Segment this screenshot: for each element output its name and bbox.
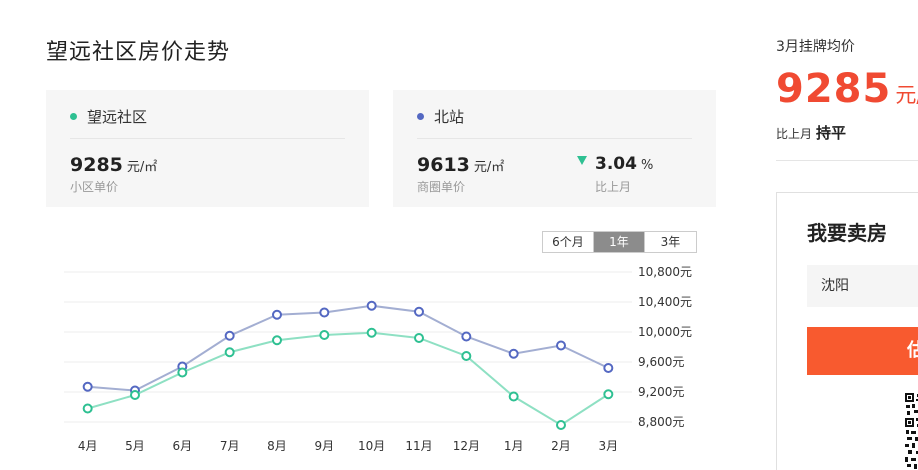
- district-change-unit: %: [640, 158, 654, 173]
- district-change-caption: 比上月: [595, 180, 632, 194]
- divider: [776, 160, 918, 161]
- city-select[interactable]: 沈阳: [807, 265, 918, 307]
- data-point: [82, 381, 93, 392]
- x-tick-label: 7月: [220, 439, 240, 453]
- series-line-0: [87, 304, 609, 392]
- data-point: [508, 391, 519, 402]
- data-point: [366, 300, 377, 311]
- district-price-line: 9613 元/㎡: [417, 154, 504, 176]
- data-point: [366, 327, 377, 338]
- data-point: [224, 330, 235, 341]
- y-tick-label: 9,200元: [638, 385, 684, 399]
- data-point: [130, 385, 140, 396]
- divider: [417, 138, 692, 139]
- district-price-unit: 元/㎡: [473, 160, 505, 175]
- sell-title: 我要卖房: [807, 221, 887, 245]
- data-point: [556, 420, 566, 430]
- page-title: 望远社区房价走势: [46, 40, 231, 65]
- listing-compare-value: 持平: [816, 124, 847, 142]
- data-point: [461, 351, 472, 361]
- data-point: [603, 363, 614, 373]
- community-price-card: 望远社区 9285 元/㎡ 小区单价: [46, 90, 369, 207]
- listing-compare: 比上月 持平: [776, 122, 846, 143]
- data-point: [508, 348, 519, 359]
- district-name: 北站: [434, 108, 465, 126]
- listing-price-value: 9285: [776, 66, 892, 112]
- community-price: 9285: [70, 154, 123, 176]
- listing-price: 9285 元/㎡: [776, 66, 918, 112]
- tab-3-years[interactable]: 3年: [645, 232, 696, 252]
- data-point: [414, 306, 424, 317]
- y-tick-label: 9,600元: [638, 355, 684, 369]
- y-tick-label: 10,800元: [638, 265, 692, 279]
- data-point: [82, 403, 93, 414]
- district-legend-dot: [417, 113, 424, 120]
- listing-price-unit: 元/㎡: [895, 83, 918, 107]
- y-tick-label: 10,000元: [638, 325, 692, 339]
- data-point: [177, 361, 188, 372]
- down-triangle-icon: [577, 156, 587, 165]
- data-point: [130, 390, 140, 400]
- estimate-button[interactable]: 估: [807, 327, 918, 375]
- x-tick-label: 2月: [551, 439, 571, 453]
- x-tick-label: 12月: [453, 439, 480, 453]
- community-price-caption: 小区单价: [70, 180, 119, 194]
- x-tick-label: 4月: [78, 439, 98, 453]
- data-point: [319, 307, 330, 318]
- x-tick-label: 6月: [173, 439, 193, 453]
- data-point: [272, 335, 282, 346]
- qr-code-icon: [905, 393, 918, 470]
- district-change: 3.04 %: [577, 154, 653, 174]
- x-tick-label: 8月: [267, 439, 287, 453]
- data-point: [461, 331, 472, 342]
- y-tick-label: 8,800元: [638, 415, 684, 429]
- district-change-value: 3.04: [595, 154, 637, 174]
- divider: [70, 138, 345, 139]
- listing-compare-label: 比上月: [776, 127, 813, 141]
- x-tick-label: 9月: [315, 439, 335, 453]
- community-price-line: 9285 元/㎡: [70, 154, 157, 176]
- x-tick-label: 3月: [599, 439, 619, 453]
- community-name: 望远社区: [87, 108, 148, 126]
- district-price: 9613: [417, 154, 470, 176]
- series-line-1: [87, 331, 609, 427]
- district-price-card: 北站 9613 元/㎡ 商圈单价 3.04 % 比上月: [393, 90, 716, 207]
- tab-6-months[interactable]: 6个月: [543, 232, 594, 252]
- tab-1-year[interactable]: 1年: [594, 232, 645, 252]
- data-point: [603, 389, 614, 400]
- range-tabs: 6个月 1年 3年: [542, 231, 697, 253]
- data-point: [224, 347, 235, 358]
- data-point: [272, 309, 282, 320]
- data-point: [319, 330, 330, 340]
- y-tick-label: 10,400元: [638, 295, 692, 309]
- sell-house-panel: 我要卖房 沈阳 估: [776, 192, 918, 470]
- data-point: [177, 367, 188, 378]
- data-point: [414, 333, 424, 343]
- data-point: [556, 340, 566, 351]
- listing-price-label: 3月挂牌均价: [776, 39, 855, 55]
- community-price-unit: 元/㎡: [126, 160, 158, 175]
- district-card-head: 北站: [417, 106, 464, 127]
- district-price-caption: 商圈单价: [417, 180, 466, 194]
- x-tick-label: 11月: [405, 439, 432, 453]
- x-tick-label: 1月: [504, 439, 524, 453]
- community-card-head: 望远社区: [70, 106, 147, 127]
- x-tick-label: 10月: [358, 439, 385, 453]
- community-legend-dot: [70, 113, 77, 120]
- x-tick-label: 5月: [125, 439, 145, 453]
